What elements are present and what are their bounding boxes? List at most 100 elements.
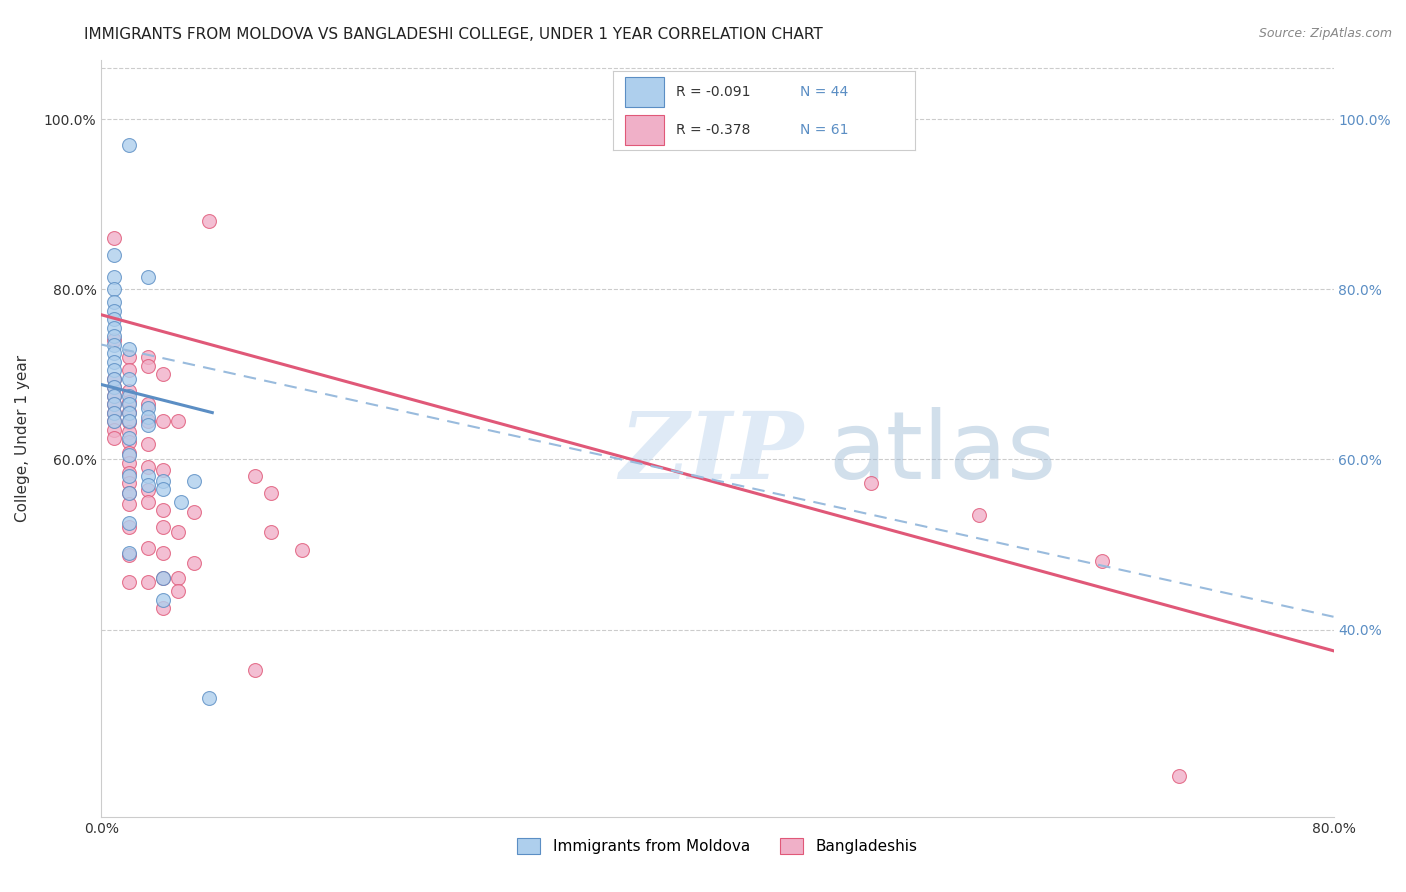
Point bbox=[118, 486, 141, 500]
Point bbox=[103, 295, 125, 310]
Point bbox=[118, 371, 141, 385]
Point bbox=[136, 478, 159, 492]
Point bbox=[136, 269, 159, 284]
Point bbox=[118, 384, 141, 399]
Text: atlas: atlas bbox=[828, 408, 1056, 500]
Point bbox=[118, 520, 141, 534]
Point bbox=[136, 414, 159, 428]
Point bbox=[118, 363, 141, 377]
Point bbox=[291, 542, 314, 557]
Point bbox=[103, 414, 125, 428]
Point bbox=[103, 371, 125, 385]
Point bbox=[103, 397, 125, 411]
Point bbox=[136, 418, 159, 433]
Text: ZIP: ZIP bbox=[619, 409, 803, 499]
Point bbox=[103, 231, 125, 245]
Point bbox=[103, 312, 125, 326]
Point bbox=[152, 503, 174, 517]
Point bbox=[118, 394, 141, 409]
Point bbox=[118, 389, 141, 403]
Point bbox=[118, 431, 141, 445]
Point bbox=[103, 389, 125, 403]
Point bbox=[118, 137, 141, 152]
Point bbox=[118, 476, 141, 491]
Point bbox=[136, 495, 159, 509]
Point bbox=[118, 342, 141, 356]
Point bbox=[1091, 554, 1114, 568]
Point bbox=[118, 406, 141, 420]
Point bbox=[136, 437, 159, 451]
Point bbox=[103, 329, 125, 343]
Point bbox=[103, 282, 125, 296]
Point bbox=[103, 423, 125, 437]
Point bbox=[103, 406, 125, 420]
Point bbox=[103, 334, 125, 348]
Point bbox=[136, 483, 159, 497]
Text: IMMIGRANTS FROM MOLDOVA VS BANGLADESHI COLLEGE, UNDER 1 YEAR CORRELATION CHART: IMMIGRANTS FROM MOLDOVA VS BANGLADESHI C… bbox=[84, 27, 823, 42]
Point bbox=[118, 497, 141, 511]
Point bbox=[167, 572, 190, 586]
Point bbox=[118, 414, 141, 428]
Point bbox=[103, 380, 125, 394]
Text: Source: ZipAtlas.com: Source: ZipAtlas.com bbox=[1258, 27, 1392, 40]
Point bbox=[118, 445, 141, 459]
Point bbox=[152, 546, 174, 560]
Point bbox=[136, 359, 159, 373]
Point bbox=[118, 425, 141, 440]
Point bbox=[136, 541, 159, 555]
Point bbox=[167, 584, 190, 599]
Point bbox=[118, 415, 141, 429]
Point bbox=[183, 505, 205, 519]
Point bbox=[198, 214, 221, 228]
Point bbox=[103, 380, 125, 394]
Point bbox=[103, 346, 125, 360]
Point bbox=[167, 414, 190, 428]
Point bbox=[103, 414, 125, 428]
Point bbox=[152, 462, 174, 476]
Point bbox=[152, 572, 174, 586]
Point bbox=[136, 409, 159, 424]
Point bbox=[183, 474, 205, 488]
Point bbox=[118, 486, 141, 500]
Point bbox=[152, 592, 174, 607]
Point bbox=[152, 414, 174, 428]
Point bbox=[136, 460, 159, 475]
Point bbox=[118, 466, 141, 480]
Point bbox=[152, 474, 174, 488]
Point bbox=[198, 690, 221, 705]
Point bbox=[152, 482, 174, 496]
Point bbox=[118, 435, 141, 450]
Point bbox=[152, 520, 174, 534]
Point bbox=[136, 574, 159, 589]
Point bbox=[118, 469, 141, 483]
Point bbox=[245, 664, 267, 678]
Point bbox=[118, 574, 141, 589]
Point bbox=[260, 486, 283, 500]
Point bbox=[103, 354, 125, 368]
Point bbox=[103, 337, 125, 351]
Point bbox=[118, 516, 141, 531]
Y-axis label: College, Under 1 year: College, Under 1 year bbox=[15, 355, 30, 522]
Point bbox=[103, 371, 125, 385]
Point bbox=[118, 456, 141, 470]
Point bbox=[967, 508, 990, 522]
Point bbox=[118, 546, 141, 560]
Point bbox=[103, 269, 125, 284]
Point bbox=[860, 476, 883, 491]
Point bbox=[136, 351, 159, 365]
Point bbox=[103, 303, 125, 318]
Point bbox=[170, 495, 193, 509]
Point bbox=[118, 351, 141, 365]
Point bbox=[152, 601, 174, 615]
Point bbox=[183, 556, 205, 570]
Point bbox=[103, 406, 125, 420]
Point bbox=[118, 405, 141, 419]
Point bbox=[260, 524, 283, 539]
Legend: Immigrants from Moldova, Bangladeshis: Immigrants from Moldova, Bangladeshis bbox=[517, 838, 918, 855]
Point bbox=[103, 389, 125, 403]
Point bbox=[103, 363, 125, 377]
Point bbox=[245, 469, 267, 483]
Point bbox=[103, 248, 125, 262]
Point bbox=[136, 397, 159, 411]
Point bbox=[152, 572, 174, 586]
